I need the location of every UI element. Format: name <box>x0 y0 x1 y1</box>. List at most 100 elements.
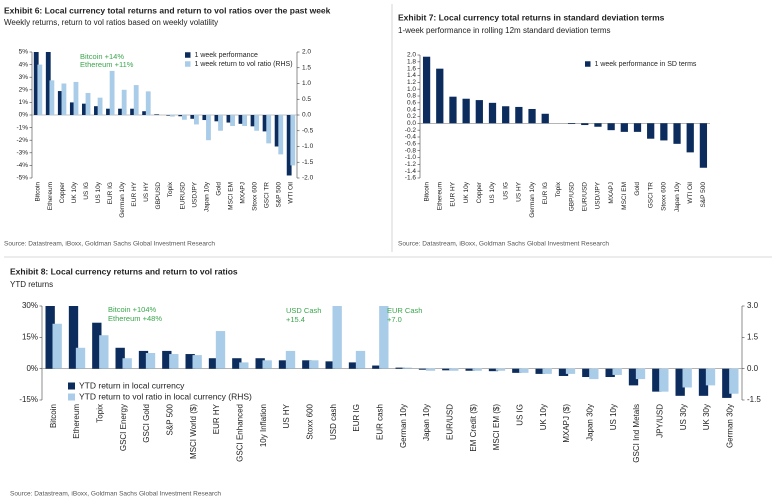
x-tick-label: Ethereum <box>72 404 81 439</box>
x-tick-label: GSCI TR <box>264 182 271 209</box>
chart-title: Exhibit 7: Local currency total returns … <box>398 12 665 22</box>
y2-tick-label: 0.5 <box>302 96 311 103</box>
x-tick-label: MXAPJ <box>240 182 247 204</box>
bar <box>462 98 470 124</box>
x-tick-label: MSCI World ($) <box>189 404 198 459</box>
bar <box>181 115 187 120</box>
legend-swatch <box>68 393 75 401</box>
x-tick-label: GSCI Ind Metals <box>632 404 641 463</box>
x-tick-label: UK 10y <box>539 404 548 430</box>
x-tick-label: MSCI EM ($) <box>492 404 501 451</box>
x-tick-label: Japan 10y <box>422 404 431 441</box>
bar <box>302 360 312 369</box>
bar <box>286 115 292 176</box>
bar <box>238 115 244 124</box>
x-tick-label: US 30y <box>679 404 688 430</box>
bar <box>45 306 55 369</box>
bar <box>97 97 103 115</box>
y2-tick-label: 3.0 <box>747 301 759 310</box>
legend-swatch <box>585 61 591 67</box>
bars <box>45 306 739 398</box>
y2-tick-label: -1.5 <box>302 159 314 166</box>
bar <box>589 368 599 380</box>
x-tick-label: GBPUSD <box>155 182 162 210</box>
bar <box>118 108 123 115</box>
chart-title: Exhibit 6: Local currency total returns … <box>4 5 331 15</box>
bar <box>45 52 51 116</box>
x-tick-label: S&P 500 <box>165 403 174 435</box>
y-tick-label: 5% <box>19 49 29 56</box>
bar <box>33 52 39 115</box>
bar <box>659 368 669 392</box>
bar <box>475 100 483 124</box>
bar <box>178 115 184 117</box>
bar <box>541 113 549 124</box>
x-tick-label: WTI Oil <box>288 181 295 203</box>
y-tick-label: -1.2 <box>405 161 417 168</box>
y-tick-label: 3% <box>19 74 29 81</box>
x-tick-label: UK 30y <box>702 404 711 430</box>
bar <box>348 362 359 369</box>
x-tick-label: German 10y <box>399 404 408 448</box>
y2-tick-label: 2.0 <box>302 49 311 56</box>
x-tick-label: Bitcoin <box>35 182 42 202</box>
x-tick-label: EUR cash <box>375 404 384 440</box>
y-tick-label: -4% <box>16 162 28 169</box>
x-tick-label: GBP/USD <box>568 182 575 212</box>
y-tick-label: -1% <box>16 124 28 131</box>
bar <box>138 350 149 369</box>
bar <box>402 367 412 369</box>
bar <box>166 115 172 116</box>
legend-label: 1 week performance in SD terms <box>595 61 697 68</box>
bar <box>436 68 444 124</box>
x-tick-label: US HY <box>516 181 523 202</box>
bar <box>122 358 132 369</box>
bar <box>558 368 569 376</box>
bar <box>581 123 589 126</box>
bar <box>61 83 67 115</box>
bar <box>699 123 708 168</box>
bar <box>274 115 280 147</box>
bar <box>190 115 196 119</box>
bar <box>194 115 199 125</box>
bar <box>37 64 43 115</box>
bar <box>418 368 429 370</box>
x-tick-label: German 10y <box>119 181 126 218</box>
y-tick-label: -5% <box>16 175 28 182</box>
bar <box>214 115 220 122</box>
bar <box>425 368 436 371</box>
legend-swatch <box>68 382 75 390</box>
bar <box>226 115 232 123</box>
x-tick-label: US 10y <box>609 404 618 430</box>
bar <box>75 347 86 369</box>
x-tick-label: UK 10y <box>463 181 470 203</box>
x-tick-label: EUR HY <box>212 403 221 434</box>
y-tick-label: -0.6 <box>405 141 417 148</box>
annotation: Ethereum +48% <box>108 314 162 323</box>
legend-swatch <box>185 61 191 67</box>
y-tick-label: 0.4 <box>407 106 416 113</box>
bar <box>512 368 522 373</box>
bar <box>92 322 102 369</box>
y-tick-label: 1% <box>19 99 29 106</box>
y2-tick-label: 0.0 <box>302 112 311 119</box>
y-tick-label: -1.4 <box>405 168 417 175</box>
y-tick-label: 4% <box>19 61 29 68</box>
bar <box>232 358 242 369</box>
y-tick-label: 0% <box>19 112 29 119</box>
y-tick-label: -0.4 <box>405 134 417 141</box>
x-tick-label: US HY <box>143 181 150 202</box>
bar <box>69 102 75 115</box>
bar <box>594 123 602 127</box>
y2-tick-label: 1.5 <box>302 64 311 71</box>
bar <box>542 368 552 374</box>
x-tick-label: Stoxx 600 <box>305 403 314 439</box>
x-tick-label: S&P 500 <box>700 182 707 208</box>
y2-tick-label: -2.0 <box>302 175 314 182</box>
y-tick-label: 0.8 <box>407 93 416 100</box>
bar <box>278 115 284 155</box>
source: Source: Datastream, iBoxx, Goldman Sachs… <box>398 241 609 248</box>
x-tick-label: MXAPJ <box>608 182 615 204</box>
bar <box>449 96 457 124</box>
y-tick-label: 0.6 <box>407 100 416 107</box>
